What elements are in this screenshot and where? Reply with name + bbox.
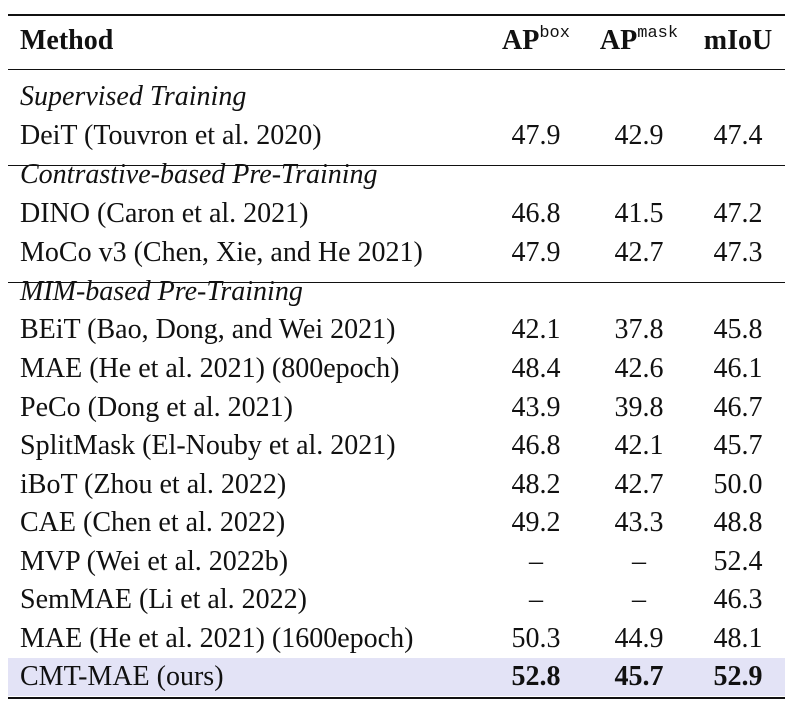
ap-box-cell: 42.1: [511, 314, 561, 345]
miou-cell: 52.9: [713, 661, 763, 692]
table-row: SemMAE (Li et al. 2022) – – 46.3: [8, 581, 785, 619]
method-cell: MoCo v3 (Chen, Xie, and He 2021): [20, 237, 423, 268]
ap-box-cell: 50.3: [511, 623, 561, 654]
table-row: iBoT (Zhou et al. 2022) 48.2 42.7 50.0: [8, 466, 785, 504]
section-rule: [8, 282, 785, 283]
ap-box-cell: –: [529, 546, 543, 577]
header-rule: [8, 69, 785, 70]
header-ap-mask: APmask: [599, 24, 679, 56]
ap-box-cell: 46.8: [511, 198, 561, 229]
method-cell: MAE (He et al. 2021) (1600epoch): [20, 623, 414, 654]
miou-cell: 45.8: [713, 314, 763, 345]
ap-mask-cell: 42.7: [614, 469, 664, 500]
ap-box-cell: 47.9: [511, 237, 561, 268]
method-cell: SplitMask (El-Nouby et al. 2021): [20, 430, 396, 461]
table-row: DeiT (Touvron et al. 2020) 47.9 42.9 47.…: [8, 117, 785, 155]
header-ap-box: APbox: [502, 24, 570, 56]
ap-mask-cell: –: [632, 584, 646, 615]
table-row: DINO (Caron et al. 2021) 46.8 41.5 47.2: [8, 195, 785, 233]
miou-cell: 47.3: [713, 237, 763, 268]
ap-mask-cell: 45.7: [614, 661, 664, 692]
ap-mask-cell: 42.9: [614, 120, 664, 151]
miou-cell: 46.3: [713, 584, 763, 615]
miou-cell: 47.4: [713, 120, 763, 151]
table-row: MoCo v3 (Chen, Xie, and He 2021) 47.9 42…: [8, 234, 785, 272]
miou-cell: 46.7: [713, 392, 763, 423]
section-title: MIM-based Pre-Training: [20, 276, 303, 307]
miou-cell: 46.1: [713, 353, 763, 384]
ap-mask-cell: –: [632, 546, 646, 577]
method-cell: CAE (Chen et al. 2022): [20, 507, 286, 538]
header-row: Method APbox APmask mIoU: [8, 22, 785, 60]
method-cell: DINO (Caron et al. 2021): [20, 198, 309, 229]
miou-cell: 47.2: [713, 198, 763, 229]
ap-mask-cell: 44.9: [614, 623, 664, 654]
ap-mask-cell: 42.7: [614, 237, 664, 268]
bottom-rule: [8, 697, 785, 699]
method-cell: CMT-MAE (ours): [20, 661, 224, 692]
header-method: Method: [20, 25, 114, 56]
miou-cell: 48.8: [713, 507, 763, 538]
method-cell: PeCo (Dong et al. 2021): [20, 392, 293, 423]
ap-box-cell: –: [529, 584, 543, 615]
method-cell: SemMAE (Li et al. 2022): [20, 584, 307, 615]
table-row: MVP (Wei et al. 2022b) – – 52.4: [8, 543, 785, 581]
top-rule: [8, 14, 785, 16]
ap-box-cell: 46.8: [511, 430, 561, 461]
method-cell: iBoT (Zhou et al. 2022): [20, 469, 287, 500]
section-title: Contrastive-based Pre-Training: [20, 159, 378, 190]
ap-mask-cell: 39.8: [614, 392, 664, 423]
table-row: MAE (He et al. 2021) (1600epoch) 50.3 44…: [8, 620, 785, 658]
table-row: BEiT (Bao, Dong, and Wei 2021) 42.1 37.8…: [8, 311, 785, 349]
section-rule: [8, 165, 785, 166]
table-row: SplitMask (El-Nouby et al. 2021) 46.8 42…: [8, 427, 785, 465]
ap-mask-cell: 37.8: [614, 314, 664, 345]
method-cell: BEiT (Bao, Dong, and Wei 2021): [20, 314, 396, 345]
table-row: MAE (He et al. 2021) (800epoch) 48.4 42.…: [8, 350, 785, 388]
miou-cell: 50.0: [713, 469, 763, 500]
section-title: Supervised Training: [20, 81, 247, 112]
ap-box-cell: 48.4: [511, 353, 561, 384]
header-miou: mIoU: [703, 25, 773, 56]
miou-cell: 52.4: [713, 546, 763, 577]
method-cell: MVP (Wei et al. 2022b): [20, 546, 289, 577]
ap-box-cell: 49.2: [511, 507, 561, 538]
ap-mask-cell: 41.5: [614, 198, 664, 229]
ap-mask-cell: 42.6: [614, 353, 664, 384]
table-row: CAE (Chen et al. 2022) 49.2 43.3 48.8: [8, 504, 785, 542]
table-row: PeCo (Dong et al. 2021) 43.9 39.8 46.7: [8, 389, 785, 427]
ap-mask-cell: 42.1: [614, 430, 664, 461]
ap-box-cell: 43.9: [511, 392, 561, 423]
miou-cell: 48.1: [713, 623, 763, 654]
miou-cell: 45.7: [713, 430, 763, 461]
ap-box-cell: 47.9: [511, 120, 561, 151]
ours-row: CMT-MAE (ours) 52.8 45.7 52.9: [8, 658, 785, 696]
ap-mask-cell: 43.3: [614, 507, 664, 538]
ap-box-cell: 48.2: [511, 469, 561, 500]
method-cell: MAE (He et al. 2021) (800epoch): [20, 353, 400, 384]
method-cell: DeiT (Touvron et al. 2020): [20, 120, 322, 151]
ap-box-cell: 52.8: [511, 661, 561, 692]
